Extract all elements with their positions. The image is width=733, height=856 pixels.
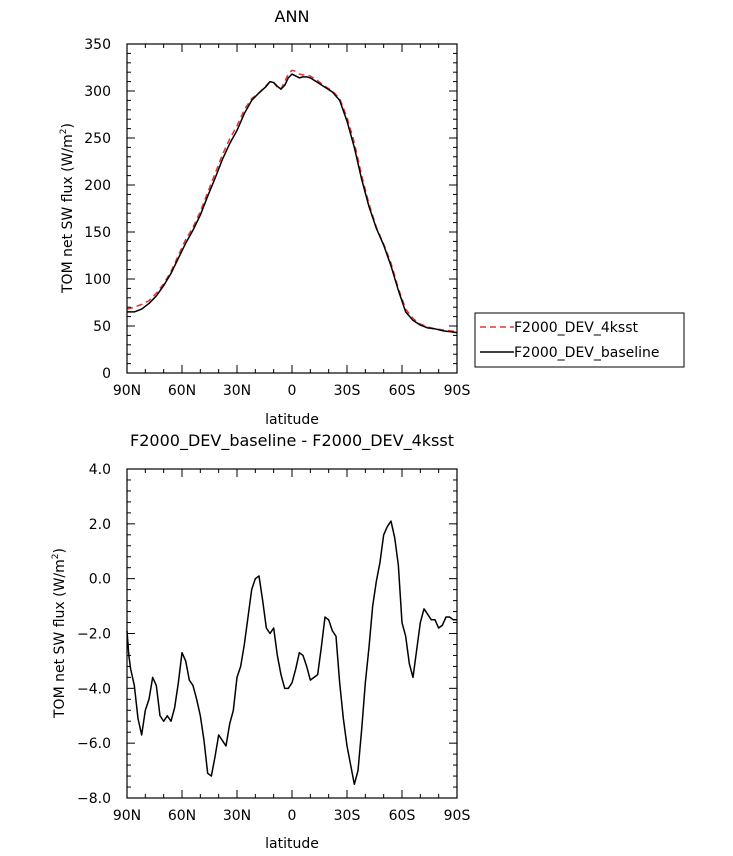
bottom-ytick-label: 4.0 bbox=[89, 462, 111, 478]
top-y-tick-labels: 0 50 100 150 200 250 300 350 bbox=[84, 37, 111, 382]
bottom-x-axis-label: latitude bbox=[265, 836, 319, 852]
top-panel: ANN 0 50 100 150 200 250 300 350 90N 60N 30N 0 30S 6… bbox=[59, 7, 685, 428]
bottom-ytick-label: −6.0 bbox=[77, 736, 111, 752]
bottom-ytick-label: −8.0 bbox=[77, 791, 111, 807]
bottom-xtick-label: 90N bbox=[113, 808, 141, 824]
bottom-axis-ticks bbox=[126, 468, 458, 799]
bottom-xtick-label: 90S bbox=[444, 808, 471, 824]
top-ytick-label: 200 bbox=[84, 178, 111, 194]
top-xtick-label: 30S bbox=[334, 383, 361, 399]
top-series-group bbox=[126, 69, 458, 334]
legend: F2000_DEV_4ksst F2000_DEV_baseline bbox=[474, 312, 685, 368]
top-chart-title: ANN bbox=[275, 7, 310, 26]
bottom-series-group bbox=[126, 520, 457, 786]
legend-label-baseline: F2000_DEV_baseline bbox=[514, 345, 660, 361]
top-xtick-label: 90S bbox=[444, 383, 471, 399]
bottom-y-axis-label: TOM net SW flux (W/m2) bbox=[51, 548, 68, 719]
top-y-axis-label: TOM net SW flux (W/m2) bbox=[59, 123, 76, 294]
top-xtick-label: 90N bbox=[113, 383, 141, 399]
top-y-axis-label-sup: 2 bbox=[59, 128, 69, 134]
top-line-f2000-dev-baseline bbox=[127, 73, 458, 334]
bottom-xtick-label: 60S bbox=[389, 808, 416, 824]
top-ytick-label: 150 bbox=[84, 225, 111, 241]
bottom-xtick-label: 60N bbox=[168, 808, 196, 824]
top-xtick-label: 60N bbox=[168, 383, 196, 399]
top-line-f2000-dev-4ksst bbox=[126, 69, 458, 333]
top-ytick-label: 0 bbox=[102, 366, 111, 382]
top-ytick-label: 50 bbox=[93, 319, 111, 335]
bottom-y-axis-label-sup: 2 bbox=[51, 553, 61, 559]
top-ytick-label: 300 bbox=[84, 84, 111, 100]
bottom-y-tick-labels: −8.0 −6.0 −4.0 −2.0 0.0 2.0 4.0 bbox=[77, 462, 111, 807]
top-plot-frame bbox=[126, 43, 458, 374]
bottom-chart-title: F2000_DEV_baseline - F2000_DEV_4ksst bbox=[130, 431, 454, 451]
legend-label-4ksst: F2000_DEV_4ksst bbox=[514, 320, 638, 336]
bottom-y-axis-label-close: ) bbox=[52, 548, 68, 553]
top-x-axis-label: latitude bbox=[265, 412, 319, 428]
bottom-x-tick-labels: 90N 60N 30N 0 30S 60S 90S bbox=[113, 808, 471, 824]
top-xtick-label: 30N bbox=[223, 383, 251, 399]
bottom-xtick-label: 30N bbox=[223, 808, 251, 824]
bottom-xtick-label: 30S bbox=[334, 808, 361, 824]
bottom-xtick-label: 0 bbox=[288, 808, 297, 824]
bottom-ytick-label: 2.0 bbox=[89, 517, 111, 533]
bottom-y-axis-label-text: TOM net SW flux (W/m bbox=[52, 559, 68, 719]
top-y-axis-label-text: TOM net SW flux (W/m bbox=[60, 134, 76, 294]
top-ytick-label: 100 bbox=[84, 272, 111, 288]
bottom-panel: F2000_DEV_baseline - F2000_DEV_4ksst −8.… bbox=[51, 431, 470, 852]
bottom-ytick-label: −4.0 bbox=[77, 681, 111, 697]
bottom-plot-frame bbox=[126, 468, 458, 799]
top-y-axis-label-close: ) bbox=[60, 123, 76, 128]
top-ytick-label: 350 bbox=[84, 37, 111, 53]
top-x-tick-labels: 90N 60N 30N 0 30S 60S 90S bbox=[113, 383, 471, 399]
top-ytick-label: 250 bbox=[84, 131, 111, 147]
top-xtick-label: 0 bbox=[288, 383, 297, 399]
bottom-ytick-label: −2.0 bbox=[77, 627, 111, 643]
top-axis-ticks bbox=[126, 43, 458, 374]
legend-box bbox=[474, 312, 685, 368]
bottom-ytick-label: 0.0 bbox=[89, 572, 111, 588]
top-xtick-label: 60S bbox=[389, 383, 416, 399]
bottom-line-difference bbox=[126, 520, 457, 786]
